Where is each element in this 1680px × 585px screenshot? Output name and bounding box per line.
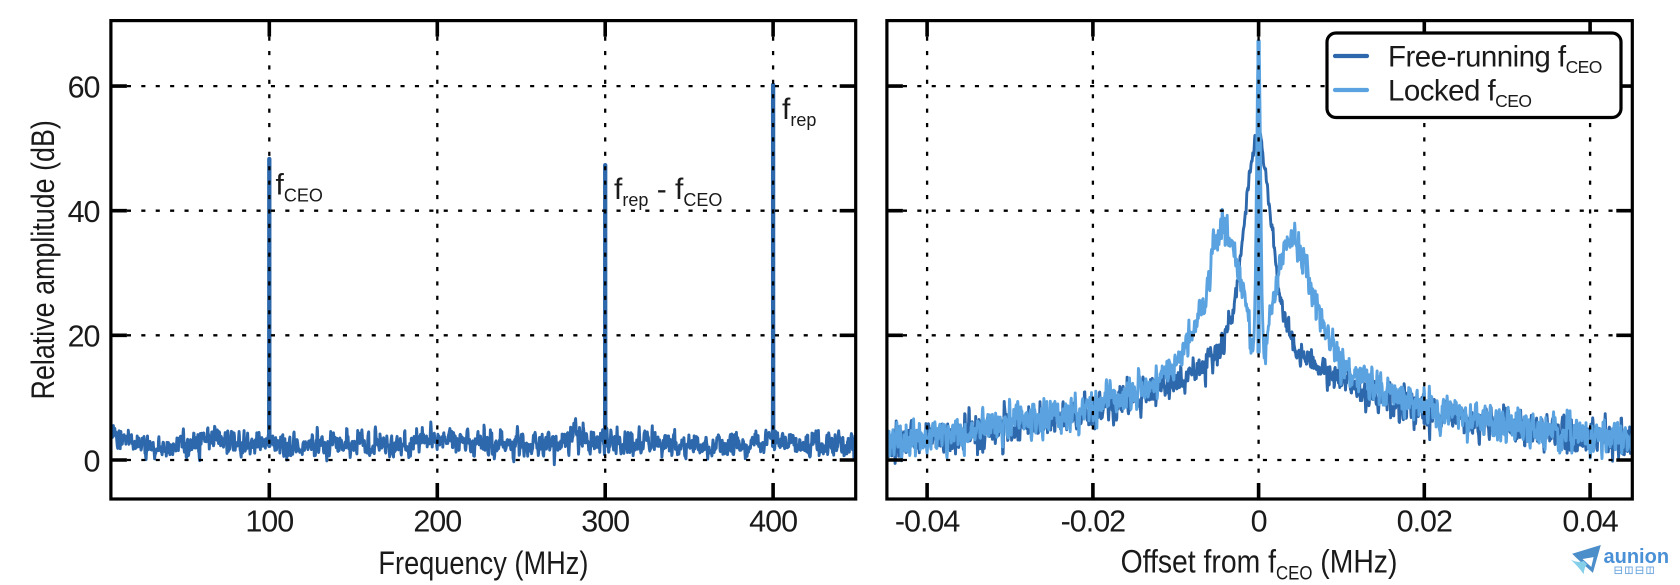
svg-text:60: 60 bbox=[68, 71, 100, 105]
svg-text:20: 20 bbox=[68, 320, 100, 354]
svg-text:40: 40 bbox=[68, 195, 100, 229]
svg-text:Relative amplitude (dB): Relative amplitude (dB) bbox=[26, 120, 62, 399]
svg-text:-0.04: -0.04 bbox=[895, 505, 961, 539]
svg-text:300: 300 bbox=[581, 505, 629, 539]
svg-text:0.02: 0.02 bbox=[1397, 505, 1452, 539]
svg-text:Offset from fCEO (MHz): Offset from fCEO (MHz) bbox=[1121, 545, 1398, 584]
svg-text:100: 100 bbox=[245, 505, 293, 539]
svg-text:0.04: 0.04 bbox=[1562, 505, 1618, 539]
svg-text:aunion: aunion bbox=[1604, 546, 1670, 568]
svg-text:-0.02: -0.02 bbox=[1061, 505, 1126, 539]
svg-text:0: 0 bbox=[84, 444, 100, 478]
svg-text:Frequency (MHz): Frequency (MHz) bbox=[378, 546, 588, 582]
svg-text:400: 400 bbox=[749, 505, 797, 539]
svg-text:0: 0 bbox=[1251, 505, 1267, 539]
svg-text:200: 200 bbox=[413, 505, 461, 539]
